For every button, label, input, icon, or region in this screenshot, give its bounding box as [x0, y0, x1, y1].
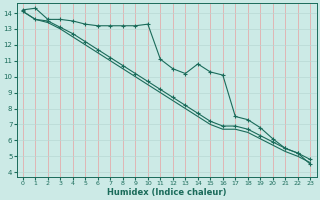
- X-axis label: Humidex (Indice chaleur): Humidex (Indice chaleur): [107, 188, 226, 197]
